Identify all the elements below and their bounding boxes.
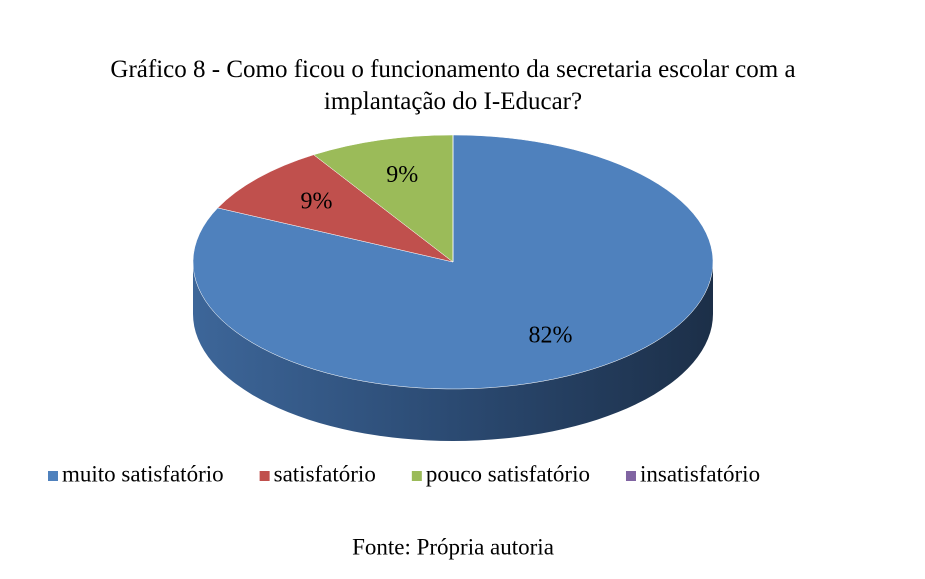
legend-label: insatisfatório	[640, 461, 760, 486]
chart-title: Gráfico 8 - Como ficou o funcionamento d…	[110, 56, 796, 115]
data-label: 9%	[386, 162, 418, 188]
source-note: Fonte: Própria autoria	[352, 534, 554, 559]
slice-side	[193, 262, 713, 441]
legend-swatch	[411, 471, 422, 481]
legend-swatch	[48, 471, 58, 481]
legend-swatch	[625, 471, 636, 481]
slice	[217, 154, 454, 263]
data-label: 82%	[529, 323, 573, 349]
slice	[313, 134, 454, 263]
legend-swatch	[259, 471, 270, 481]
data-label: 9%	[300, 189, 332, 215]
legend-label: muito satisfatório	[62, 461, 224, 486]
legend-label: pouco satisfatório	[426, 461, 590, 486]
legend-label: satisfatório	[274, 461, 376, 486]
